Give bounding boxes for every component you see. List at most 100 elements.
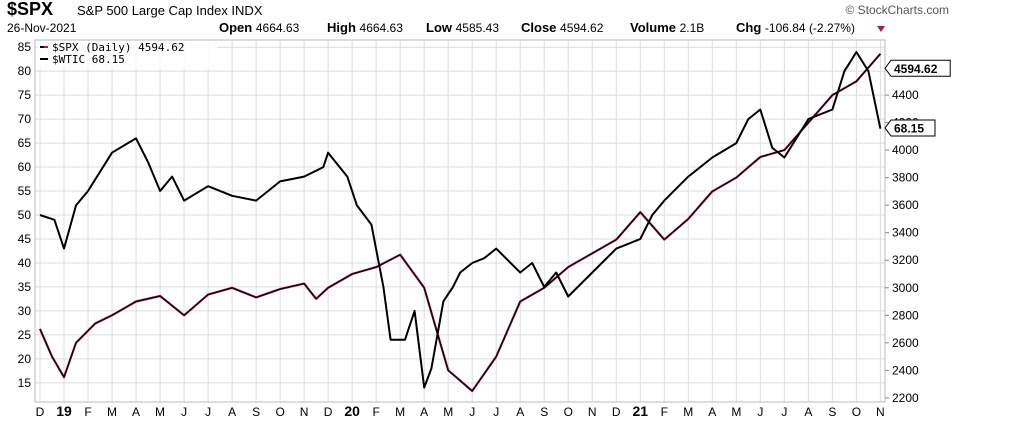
open-value: 4664.63	[255, 21, 300, 35]
x-tick-label: A	[228, 405, 236, 419]
grid	[35, 40, 885, 402]
right-tick-label: 4000	[892, 143, 919, 157]
x-tick-label: 21	[632, 403, 648, 419]
series-layer	[38, 51, 882, 393]
right-tick-label: 3000	[892, 281, 919, 295]
close-value: 4594.62	[560, 21, 604, 35]
price-tag-box	[884, 119, 936, 137]
close-quote: Close 4594.62	[521, 20, 603, 35]
x-tick-label: 20	[344, 403, 360, 419]
x-tick-label: N	[588, 405, 597, 419]
right-tick-label: 2400	[892, 363, 919, 377]
left-tick-label: 15	[18, 376, 32, 390]
chart-symbol: $SPX	[7, 0, 54, 19]
high-label: High	[327, 20, 356, 35]
volume-label: Volume	[630, 20, 676, 35]
right-axis: 2200 2400 2600 2800 3000 3200 3400 3600 3800 4000…	[885, 88, 919, 405]
spx-series-line-shadow	[38, 53, 882, 393]
left-axis: 15 20 25 30 35 40 45 50 55 60 65 70 75 80 85	[18, 40, 32, 390]
x-tick-label: O	[564, 405, 573, 419]
left-tick-label: 30	[18, 304, 32, 318]
x-tick-label: F	[661, 405, 668, 419]
brand-watermark: © StockCharts.com	[845, 3, 949, 17]
spx-series-line	[39, 53, 881, 392]
plot-border	[34, 39, 886, 403]
x-tick-label: O	[852, 405, 861, 419]
right-tick-label: 3600	[892, 198, 919, 212]
x-tick-label: D	[36, 405, 45, 419]
left-tick-label: 80	[18, 64, 32, 78]
x-tick-label: S	[540, 405, 548, 419]
x-tick-label: A	[708, 405, 716, 419]
volume-quote: Volume 2.1B	[630, 20, 704, 35]
low-label: Low	[426, 20, 452, 35]
left-tick-label: 20	[18, 352, 32, 366]
x-tick-label: A	[132, 405, 140, 419]
left-tick-label: 25	[18, 328, 32, 342]
low-quote: Low 4585.43	[426, 20, 499, 35]
price-tag-box	[884, 59, 951, 77]
x-tick-label: J	[493, 405, 499, 419]
left-tick-label: 35	[18, 280, 32, 294]
wtic-series-line	[39, 51, 882, 389]
x-tick-label: J	[181, 405, 187, 419]
x-tick-label: J	[757, 405, 763, 419]
left-tick-label: 70	[18, 112, 32, 126]
x-tick-label: A	[516, 405, 524, 419]
right-tick-label: 2600	[892, 336, 919, 350]
x-tick-label: S	[828, 405, 836, 419]
right-tick-label: 2800	[892, 308, 919, 322]
open-quote: Open 4664.63	[219, 20, 299, 35]
chg-label: Chg	[736, 20, 762, 35]
left-tick-label: 40	[18, 256, 32, 270]
x-tick-label: D	[324, 405, 333, 419]
volume-value: 2.1B	[679, 21, 705, 35]
x-tick-label: N	[876, 405, 885, 419]
x-tick-label: J	[781, 405, 787, 419]
x-tick-label: M	[107, 405, 117, 419]
price-tag-label: 4594.62	[894, 62, 938, 76]
x-tick-label: F	[84, 405, 91, 419]
x-tick-label: D	[612, 405, 621, 419]
left-tick-label: 65	[18, 136, 32, 150]
x-tick-label: A	[420, 405, 428, 419]
x-tick-label: M	[395, 405, 405, 419]
x-tick-label: J	[205, 405, 211, 419]
low-value: 4585.43	[455, 21, 500, 35]
chart-symbol-name: S&P 500 Large Cap Index INDX	[77, 3, 263, 18]
left-tick-label: 60	[18, 160, 32, 174]
price-tags: 4594.62 68.15	[884, 59, 951, 137]
x-tick-label: M	[155, 405, 165, 419]
left-tick-label: 50	[18, 208, 32, 222]
legend-entry: $WTIC 68.15	[52, 53, 125, 66]
x-tick-label: 19	[56, 403, 72, 419]
x-tick-label: M	[443, 405, 453, 419]
change-quote: Chg -106.84 (-2.27%)	[736, 20, 855, 35]
close-label: Close	[521, 20, 557, 35]
legend: $SPX (Daily) 4594.62$WTIC 68.15	[37, 41, 217, 69]
left-tick-label: 55	[18, 184, 32, 198]
x-tick-label: N	[300, 405, 309, 419]
down-triangle-icon	[877, 26, 885, 32]
left-tick-label: 75	[18, 88, 32, 102]
left-tick-label: 85	[18, 40, 32, 54]
x-tick-label: M	[683, 405, 693, 419]
chg-value: -106.84 (-2.27%)	[764, 21, 855, 35]
right-tick-label: 3400	[892, 226, 919, 240]
right-tick-label: 3800	[892, 171, 919, 185]
chart-header: $SPX S&P 500 Large Cap Index INDX 26-Nov…	[0, 0, 1024, 40]
legend-box	[37, 41, 217, 69]
right-tick-label: 4400	[892, 88, 919, 102]
legend-entry: $SPX (Daily) 4594.62	[52, 41, 184, 54]
right-tick-label: 2200	[892, 391, 919, 405]
x-tick-label: S	[252, 405, 260, 419]
high-quote: High 4664.63	[327, 20, 403, 35]
high-value: 4664.63	[359, 21, 403, 35]
chart-date: 26-Nov-2021	[7, 21, 77, 35]
x-tick-label: M	[731, 405, 741, 419]
x-tick-label: O	[275, 405, 284, 419]
right-tick-label: 3200	[892, 253, 919, 267]
x-tick-label: J	[469, 405, 475, 419]
x-tick-label: F	[372, 405, 379, 419]
